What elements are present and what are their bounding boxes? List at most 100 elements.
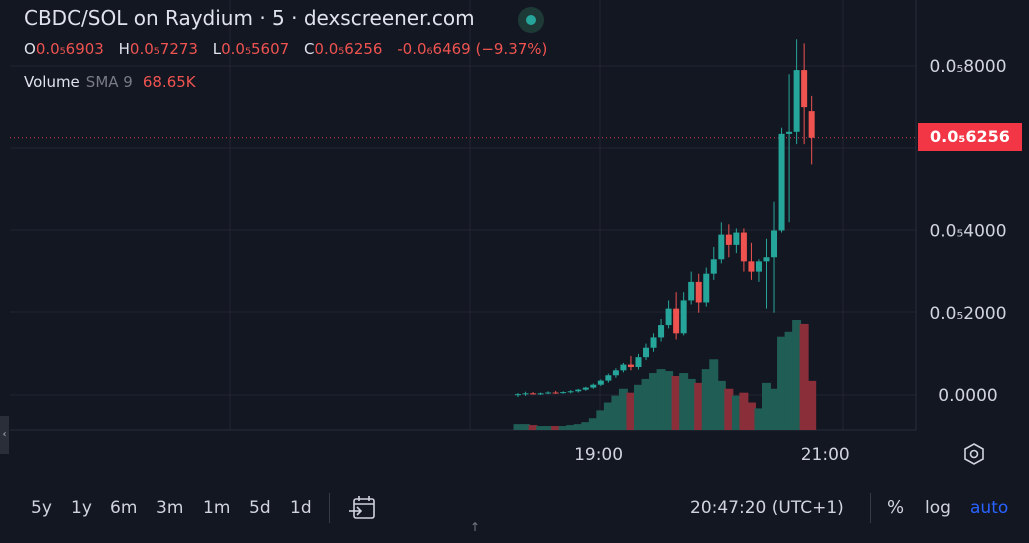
candle-body — [537, 393, 544, 395]
candle-body — [582, 387, 589, 390]
volume-bar — [694, 382, 704, 430]
volume-value: 68.65K — [142, 73, 196, 91]
volume-bar — [709, 359, 719, 430]
volume-bar — [566, 425, 576, 430]
bottom-toolbar: 5y 1y 6m 3m 1m 5d 1d — [0, 488, 1029, 528]
candle-body — [793, 70, 800, 132]
candle-body — [522, 393, 529, 395]
y-tick-label: 0.0000 — [938, 386, 997, 406]
candle-body — [748, 261, 755, 272]
open-key: O — [24, 40, 36, 58]
calendar-goto-icon[interactable] — [348, 494, 378, 522]
candle-body — [725, 234, 732, 245]
candle-body — [597, 380, 604, 385]
volume-bar — [626, 392, 636, 430]
range-1d-button[interactable]: 1d — [290, 498, 312, 518]
range-5d-button[interactable]: 5d — [249, 498, 271, 518]
range-3m-button[interactable]: 3m — [156, 498, 184, 518]
volume-bar — [671, 375, 681, 430]
candle-body — [680, 300, 687, 334]
y-tick-label: 0.0₅2000 — [929, 304, 1006, 324]
volume-bar — [746, 402, 756, 430]
volume-bar — [618, 388, 628, 430]
candle-body — [673, 308, 680, 334]
percent-scale-button[interactable]: % — [887, 497, 905, 518]
sma-label: SMA 9 — [85, 73, 133, 91]
y-tick-label: 0.0₅4000 — [929, 222, 1006, 242]
candle-body — [688, 281, 695, 301]
volume-bar — [513, 424, 523, 430]
y-tick-label: 0.0₅8000 — [929, 57, 1006, 77]
volume-bar — [792, 320, 802, 430]
candle-body — [718, 234, 725, 260]
candle-body — [658, 325, 665, 338]
volume-bar — [588, 418, 598, 430]
close-key: C — [303, 40, 315, 58]
candle-body — [552, 392, 559, 394]
candle-body — [605, 375, 612, 381]
volume-bar — [573, 424, 583, 430]
volume-bar — [769, 388, 779, 430]
change-value: -0.0₆6469 (−9.37%) — [397, 40, 548, 58]
candle-body — [545, 392, 552, 394]
candle-body — [590, 384, 597, 388]
candle-body — [695, 281, 702, 303]
candle-body — [515, 394, 521, 396]
volume-bar — [528, 425, 538, 430]
ohlc-legend: O0.0₅6903 H0.0₅7273 L0.0₅5607 C0.0₅6256 … — [24, 40, 557, 58]
volume-bar — [558, 426, 568, 430]
toolbar-divider — [870, 493, 871, 523]
range-1y-button[interactable]: 1y — [71, 498, 92, 518]
clock-timezone[interactable]: 20:47:20 (UTC+1) — [690, 498, 844, 518]
candle-body — [808, 111, 815, 138]
volume-bar — [761, 382, 771, 430]
toolbar-divider — [329, 493, 330, 523]
low-value: 0.0₅5607 — [221, 40, 290, 58]
range-6m-button[interactable]: 6m — [110, 498, 138, 518]
volume-bar — [724, 388, 734, 430]
last-price-badge: 0.0₅6256 — [918, 123, 1022, 151]
range-1m-button[interactable]: 1m — [203, 498, 231, 518]
open-value: 0.0₅6903 — [35, 40, 104, 58]
volume-bar — [731, 395, 741, 430]
volume-bar — [784, 331, 794, 430]
volume-bar — [716, 380, 726, 430]
chevron-left-icon[interactable]: ‹ — [0, 416, 9, 454]
candle-body — [778, 133, 785, 231]
candle-body — [763, 257, 770, 262]
low-key: L — [212, 40, 222, 58]
volume-bar — [551, 426, 561, 430]
candle-body — [771, 230, 778, 258]
candle-body — [740, 232, 747, 262]
volume-bar — [596, 410, 606, 430]
volume-legend[interactable]: Volume SMA 9 68.65K — [24, 73, 196, 91]
candle-body — [627, 364, 634, 368]
volume-bar — [701, 369, 711, 430]
close-value: 0.0₅6256 — [314, 40, 383, 58]
volume-bar — [543, 426, 553, 430]
volume-bar — [664, 371, 674, 430]
volume-bar — [633, 384, 643, 430]
volume-bar — [686, 378, 696, 430]
range-5y-button[interactable]: 5y — [31, 498, 52, 518]
candle-body — [560, 392, 567, 394]
candle-body — [650, 337, 657, 348]
x-tick-label: 21:00 — [801, 445, 850, 465]
volume-bar — [799, 323, 809, 430]
volume-bar — [807, 380, 817, 430]
volume-bar — [536, 426, 546, 430]
settings-hexagon-icon[interactable] — [961, 441, 987, 467]
volume-bar — [521, 424, 531, 430]
volume-bar — [739, 392, 749, 430]
candle-body — [703, 273, 710, 303]
expand-up-icon[interactable]: ↑ — [470, 520, 481, 534]
auto-scale-button[interactable]: auto — [970, 498, 1009, 518]
candle-body — [612, 370, 619, 376]
volume-bar — [754, 408, 764, 430]
candle-body — [635, 357, 642, 368]
candle-body — [530, 393, 537, 395]
log-scale-button[interactable]: log — [925, 498, 951, 518]
candle-body — [786, 131, 793, 134]
candle-body — [620, 364, 627, 371]
